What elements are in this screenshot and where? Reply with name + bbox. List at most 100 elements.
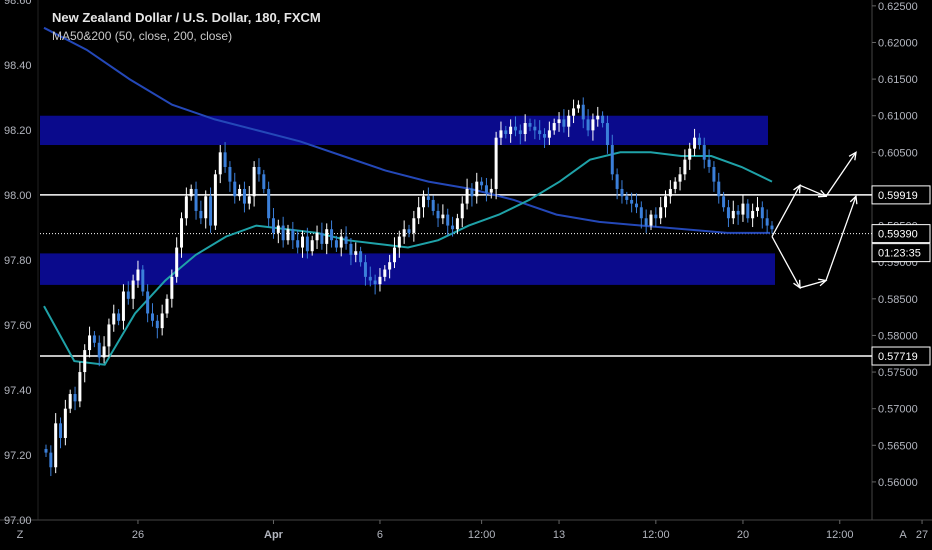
candle-body — [310, 240, 314, 252]
candle-body — [581, 104, 585, 120]
candle-body — [770, 225, 774, 230]
candle-body — [233, 181, 237, 197]
candle-body — [320, 232, 324, 244]
bar-countdown-tag: 01:23:35 — [878, 248, 921, 260]
candle-body — [480, 181, 484, 186]
candle-body — [257, 166, 261, 175]
candle-body — [378, 276, 382, 285]
candle-body — [538, 130, 542, 135]
bar-countdown-tag-box — [871, 243, 931, 263]
candle-body — [102, 346, 106, 358]
arrow-head — [849, 194, 858, 205]
candle-body — [755, 207, 759, 211]
time-axis-tick-label: Apr — [264, 529, 284, 541]
candle-body — [165, 298, 169, 314]
right-axis-tick-label: 0.56500 — [878, 440, 918, 452]
candle-body — [199, 210, 203, 219]
auto-scale-corner-right[interactable]: A — [899, 529, 907, 541]
candle-body — [552, 123, 556, 131]
candle-body — [325, 229, 329, 244]
candle-body — [117, 313, 121, 321]
candle-body — [59, 423, 63, 438]
candle-body — [547, 130, 551, 138]
candle-body — [543, 134, 547, 138]
left-axis-tick-label: 97.20 — [4, 450, 32, 462]
candle-body — [49, 452, 53, 468]
candle-body — [683, 159, 687, 175]
candle-body — [610, 145, 614, 175]
candle-body — [160, 313, 164, 329]
candle-body — [731, 210, 735, 219]
candle-body — [175, 247, 179, 277]
candle-body — [668, 188, 672, 197]
candle-body — [131, 280, 135, 299]
candle-body — [654, 214, 658, 219]
candle-body — [146, 291, 150, 314]
indicator-legend[interactable]: MA50&200 (50, close, 200, close) — [52, 29, 233, 43]
price-level-tag: 0.59390 — [878, 229, 918, 241]
candle-body — [605, 123, 609, 146]
candle-body — [296, 240, 300, 248]
time-axis-tick-label: 13 — [553, 529, 565, 541]
projection-path[interactable] — [771, 151, 857, 237]
supply-demand-zone[interactable] — [40, 253, 775, 285]
candle-body — [354, 251, 358, 255]
candle-body — [470, 188, 474, 197]
candle-body — [339, 236, 343, 248]
symbol-title: New Zealand Dollar / U.S. Dollar, 180, F… — [52, 10, 321, 25]
candle-body — [576, 104, 580, 109]
right-axis-tick-label: 0.62000 — [878, 37, 918, 49]
candle-body — [693, 137, 697, 149]
candle-body — [465, 188, 469, 204]
candle-body — [68, 394, 72, 409]
candle-body — [639, 207, 643, 219]
auto-scale-corner-left[interactable]: Z — [17, 529, 24, 541]
candle-body — [417, 207, 421, 219]
ma200-line — [43, 26, 770, 234]
right-axis-tick-label: 0.61000 — [878, 111, 918, 123]
candle-body — [451, 225, 455, 230]
candle-body — [446, 214, 450, 226]
candle-body — [664, 196, 668, 208]
right-axis-tick-label: 0.58000 — [878, 330, 918, 342]
candle-body — [746, 203, 750, 219]
supply-demand-zone[interactable] — [40, 115, 768, 146]
candle-body — [659, 207, 663, 219]
candle-body — [373, 280, 377, 285]
candle-body — [765, 218, 769, 226]
right-axis-tick-label: 0.62500 — [878, 1, 918, 13]
candle-body — [107, 324, 111, 347]
candle-body — [291, 229, 295, 241]
right-axis-tick-label: 0.57500 — [878, 367, 918, 379]
candle-body — [523, 123, 527, 135]
candle-body — [712, 166, 716, 182]
candle-body — [484, 185, 488, 193]
projection-path[interactable] — [771, 196, 857, 289]
candle-body — [204, 196, 208, 219]
candle-body — [334, 240, 338, 248]
right-axis-tick-label: 0.58500 — [878, 294, 918, 306]
candle-body — [751, 210, 755, 219]
candle-body — [649, 214, 653, 226]
candle-body — [528, 123, 532, 127]
arrow-head — [818, 278, 828, 287]
candle-body — [363, 262, 367, 277]
candle-body — [562, 119, 566, 127]
candle-body — [688, 148, 692, 160]
candle-body — [228, 166, 232, 182]
candle-body — [707, 159, 711, 167]
candle-body — [717, 181, 721, 197]
candle-body — [247, 196, 251, 204]
candle-body — [572, 108, 576, 116]
candle-body — [184, 196, 188, 219]
candle-body — [726, 207, 730, 219]
candle-body — [141, 269, 145, 292]
price-level-tag-box — [871, 346, 931, 366]
arrow-head — [848, 151, 857, 161]
candle-body — [625, 196, 629, 200]
candle-body — [344, 236, 348, 244]
candle-body — [88, 335, 92, 351]
price-level-tag: 0.59919 — [878, 190, 918, 202]
left-axis-tick-label: 98.20 — [4, 125, 32, 137]
